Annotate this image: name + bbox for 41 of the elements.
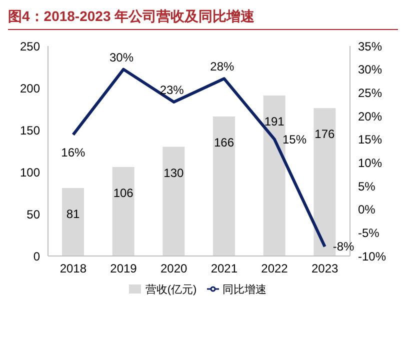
legend-label: 营收(亿元) (145, 284, 197, 296)
data-label: 16% (61, 146, 86, 160)
x-tick-label: 2019 (110, 262, 138, 276)
legend-label: 同比增速 (222, 284, 267, 296)
y2-tick-label: 25% (358, 86, 382, 100)
bar (213, 116, 235, 256)
y2-tick-label: 30% (358, 62, 382, 77)
data-label: 28% (210, 60, 234, 74)
y2-tick-label: 0% (358, 202, 376, 217)
y-tick-label: 50 (26, 207, 40, 222)
data-label: 81 (66, 206, 80, 221)
data-label: 15% (282, 132, 307, 146)
y-tick-label: 150 (20, 123, 40, 138)
y2-tick-label: 35% (358, 39, 382, 54)
y-tick-label: 250 (20, 39, 40, 54)
data-label: 23% (160, 83, 184, 97)
data-label: 176 (314, 127, 335, 142)
data-label: 30% (109, 50, 134, 64)
bar (162, 146, 185, 256)
y2-tick-label: -10% (358, 249, 386, 264)
x-tick-label: 2023 (311, 262, 339, 276)
y2-tick-label: -5% (358, 226, 380, 240)
y-tick-label: 200 (20, 81, 40, 96)
y2-tick-label: 20% (358, 109, 382, 124)
bar (62, 188, 84, 256)
x-tick-label: 2021 (210, 262, 238, 276)
chart-title: 图4：2018-2023 年公司营收及同比增速 (8, 8, 398, 30)
data-label: 106 (113, 186, 134, 200)
x-tick-label: 2018 (60, 262, 87, 276)
bar (112, 166, 134, 256)
y-tick-label: 100 (20, 165, 40, 180)
data-label: 191 (264, 114, 285, 129)
y2-tick-label: 10% (358, 156, 382, 170)
x-tick-label: 2022 (261, 262, 288, 276)
data-label: -8% (332, 240, 355, 254)
data-label: 130 (164, 166, 184, 180)
y-tick-label: 0 (33, 249, 40, 264)
data-label: 166 (214, 136, 234, 150)
y2-tick-label: 15% (358, 132, 382, 147)
y2-tick-label: 5% (358, 179, 376, 194)
x-tick-label: 2020 (160, 262, 188, 276)
